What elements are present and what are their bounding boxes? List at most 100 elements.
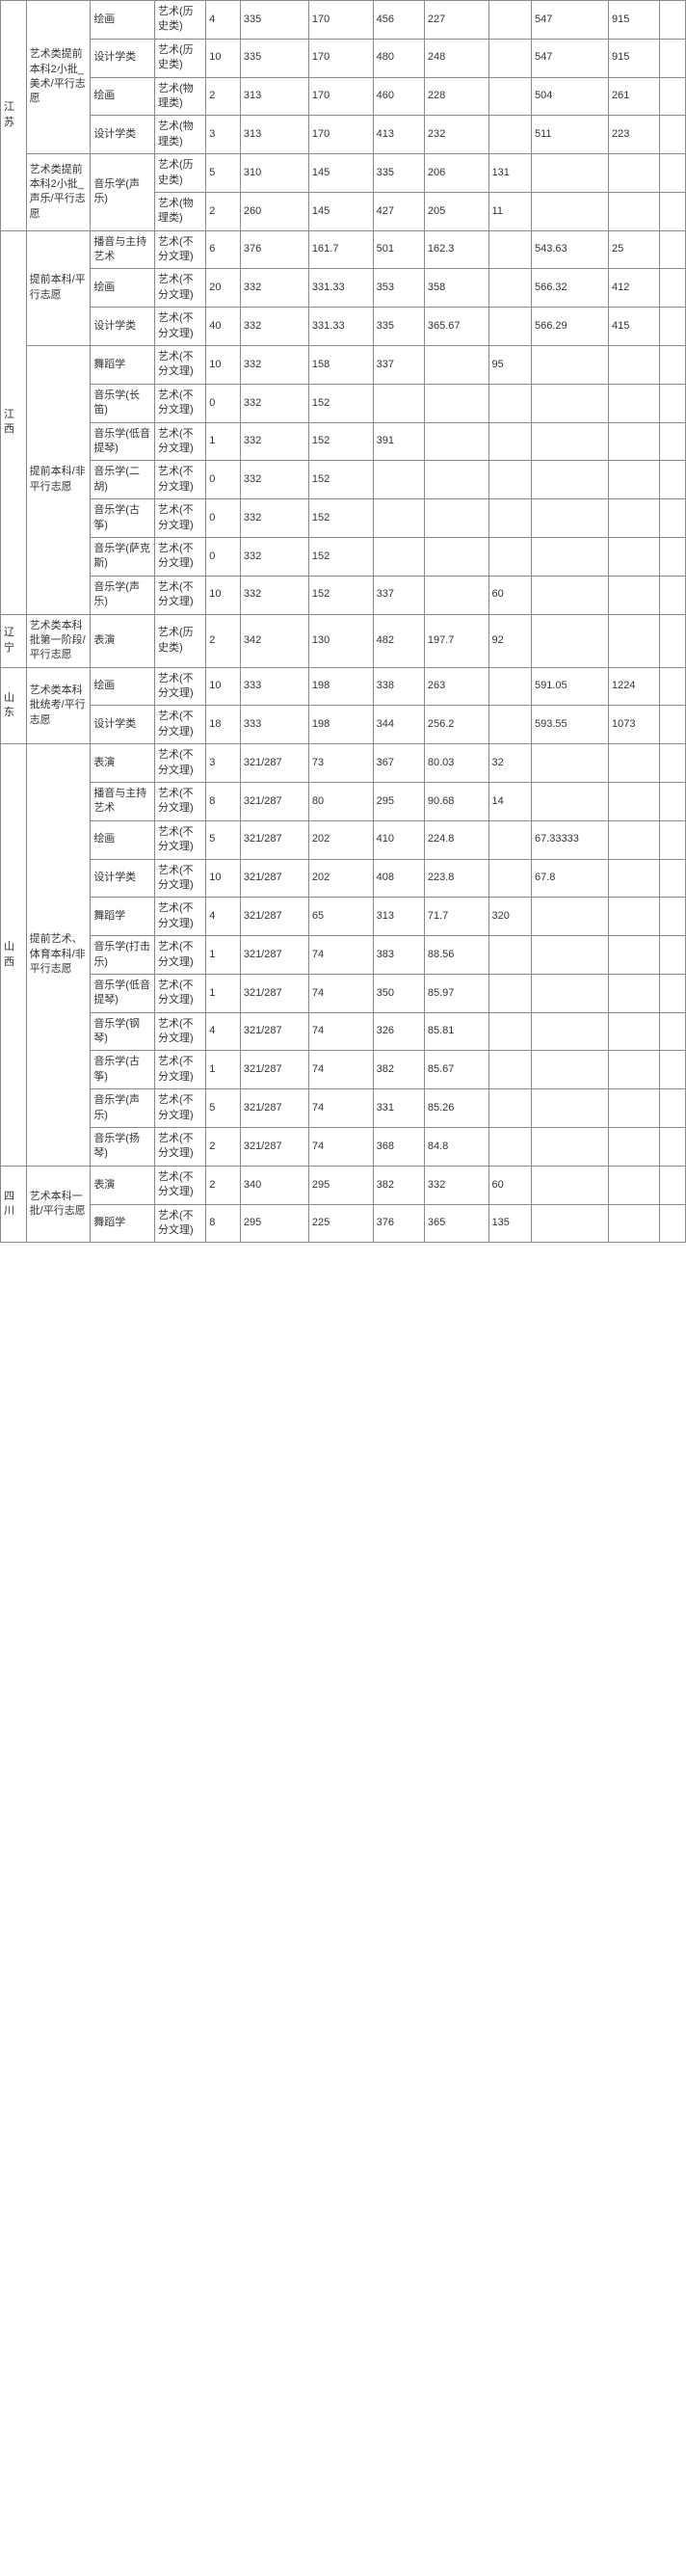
- type-cell: 艺术(历史类): [154, 1, 205, 40]
- table-row: 播音与主持艺术艺术(不分文理)8321/2878029590.6814: [1, 783, 686, 821]
- plan-cell: 20: [206, 269, 241, 308]
- culture-min-cell: 335: [373, 308, 424, 346]
- plan-cell: 3: [206, 116, 241, 154]
- extra-cell: [660, 346, 686, 385]
- type-cell: 艺术(不分文理): [154, 936, 205, 975]
- rank1-cell: [488, 384, 531, 422]
- composite-cell: 504: [531, 77, 608, 116]
- rank2-cell: [608, 1128, 659, 1167]
- table-row: 设计学类艺术(物理类)3313170413232511223: [1, 116, 686, 154]
- culture-line-cell: 321/287: [240, 1012, 308, 1051]
- culture-min-cell: 326: [373, 1012, 424, 1051]
- rank1-cell: [488, 859, 531, 898]
- composite-cell: [531, 192, 608, 230]
- rank1-cell: [488, 1, 531, 40]
- rank2-cell: [608, 384, 659, 422]
- table-row: 山西提前艺术、体育本科/非平行志愿表演艺术(不分文理)3321/28773367…: [1, 744, 686, 783]
- major-cell: 绘画: [91, 1, 155, 40]
- pro-line-cell: 80: [308, 783, 373, 821]
- culture-line-cell: 335: [240, 1, 308, 40]
- composite-cell: 67.33333: [531, 820, 608, 859]
- major-cell: 绘画: [91, 269, 155, 308]
- plan-cell: 18: [206, 706, 241, 744]
- major-cell: 音乐学(古筝): [91, 499, 155, 538]
- extra-cell: [660, 744, 686, 783]
- table-row: 音乐学(扬琴)艺术(不分文理)2321/2877436884.8: [1, 1128, 686, 1167]
- culture-line-cell: 332: [240, 499, 308, 538]
- pro-min-cell: 206: [424, 154, 488, 193]
- pro-line-cell: 74: [308, 936, 373, 975]
- culture-min-cell: [373, 537, 424, 576]
- type-cell: 艺术(不分文理): [154, 1166, 205, 1204]
- culture-min-cell: 368: [373, 1128, 424, 1167]
- rank1-cell: [488, 1128, 531, 1167]
- pro-min-cell: 80.03: [424, 744, 488, 783]
- pro-line-cell: 158: [308, 346, 373, 385]
- pro-min-cell: 223.8: [424, 859, 488, 898]
- composite-cell: [531, 384, 608, 422]
- major-cell: 播音与主持艺术: [91, 783, 155, 821]
- type-cell: 艺术(历史类): [154, 39, 205, 77]
- rank2-cell: 1224: [608, 667, 659, 706]
- culture-line-cell: 321/287: [240, 820, 308, 859]
- major-cell: 音乐学(萨克斯): [91, 537, 155, 576]
- culture-line-cell: 313: [240, 116, 308, 154]
- extra-cell: [660, 154, 686, 193]
- rank1-cell: [488, 39, 531, 77]
- culture-min-cell: 427: [373, 192, 424, 230]
- pro-min-cell: 232: [424, 116, 488, 154]
- province-cell: 江西: [1, 230, 27, 614]
- pro-line-cell: 145: [308, 154, 373, 193]
- rank1-cell: 95: [488, 346, 531, 385]
- pro-line-cell: 152: [308, 461, 373, 499]
- rank2-cell: 915: [608, 39, 659, 77]
- composite-cell: [531, 422, 608, 461]
- table-row: 绘画艺术(物理类)2313170460228504261: [1, 77, 686, 116]
- composite-cell: [531, 1204, 608, 1243]
- type-cell: 艺术(不分文理): [154, 499, 205, 538]
- major-cell: 设计学类: [91, 706, 155, 744]
- major-cell: 设计学类: [91, 39, 155, 77]
- composite-cell: [531, 1012, 608, 1051]
- culture-line-cell: 321/287: [240, 859, 308, 898]
- culture-line-cell: 321/287: [240, 898, 308, 936]
- plan-cell: 0: [206, 499, 241, 538]
- pro-line-cell: 202: [308, 859, 373, 898]
- pro-min-cell: 85.67: [424, 1051, 488, 1089]
- plan-cell: 10: [206, 346, 241, 385]
- pro-min-cell: 365: [424, 1204, 488, 1243]
- extra-cell: [660, 614, 686, 667]
- type-cell: 艺术(不分文理): [154, 346, 205, 385]
- extra-cell: [660, 783, 686, 821]
- rank2-cell: [608, 499, 659, 538]
- plan-cell: 10: [206, 576, 241, 614]
- rank1-cell: [488, 269, 531, 308]
- rank2-cell: [608, 1051, 659, 1089]
- rank1-cell: [488, 1012, 531, 1051]
- culture-min-cell: 460: [373, 77, 424, 116]
- composite-cell: [531, 499, 608, 538]
- admission-table: 江苏艺术类提前本科2小批_美术/平行志愿绘画艺术(历史类)43351704562…: [0, 0, 686, 1243]
- plan-cell: 8: [206, 783, 241, 821]
- major-cell: 音乐学(古筝): [91, 1051, 155, 1089]
- culture-min-cell: [373, 499, 424, 538]
- extra-cell: [660, 1204, 686, 1243]
- plan-cell: 10: [206, 667, 241, 706]
- extra-cell: [660, 820, 686, 859]
- pro-min-cell: 85.81: [424, 1012, 488, 1051]
- province-cell: 辽宁: [1, 614, 27, 667]
- culture-min-cell: 482: [373, 614, 424, 667]
- composite-cell: [531, 898, 608, 936]
- culture-min-cell: 376: [373, 1204, 424, 1243]
- culture-min-cell: 337: [373, 346, 424, 385]
- province-cell: 山东: [1, 667, 27, 744]
- rank2-cell: [608, 820, 659, 859]
- rank1-cell: [488, 499, 531, 538]
- composite-cell: 511: [531, 116, 608, 154]
- culture-min-cell: 383: [373, 936, 424, 975]
- table-row: 设计学类艺术(不分文理)40332331.33335365.67566.2941…: [1, 308, 686, 346]
- major-cell: 设计学类: [91, 116, 155, 154]
- culture-line-cell: 332: [240, 422, 308, 461]
- major-cell: 音乐学(低音提琴): [91, 422, 155, 461]
- plan-cell: 1: [206, 422, 241, 461]
